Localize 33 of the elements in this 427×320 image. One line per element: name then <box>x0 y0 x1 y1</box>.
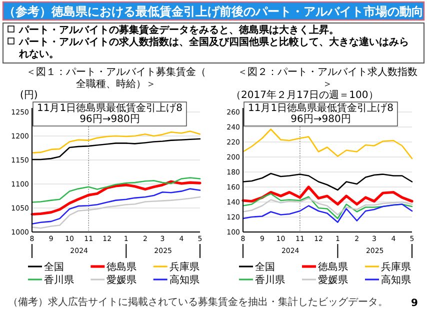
text: 9 <box>411 298 418 309</box>
line-series <box>31 196 201 229</box>
line-series <box>242 198 413 216</box>
legend-label: 高知県 <box>169 274 200 286</box>
legend-label: 香川県 <box>44 274 74 286</box>
legend-label: 愛媛県 <box>318 274 348 286</box>
ref-line-label: 11月1日徳島県最低賃金引上げ896円→980円 <box>37 102 182 125</box>
y-axis-title: (円) <box>20 90 38 101</box>
chart-title: ＜図１：パート・アルバイト募集賃金（全職種、時給）＞ <box>26 66 206 90</box>
y-axis-title: （2017年２月17日の週＝100） <box>231 89 378 101</box>
line-series <box>31 130 201 154</box>
text: パート・アルバイトの求人数指数は、全国及び四国他県と比較して、大きな違いはみられない。 <box>18 36 409 60</box>
text: （備考）求人広告サイトに掲載されている募集賃金を抽出・集計したビッグデータ。 <box>8 296 388 308</box>
legend-label: 香川県 <box>255 274 285 286</box>
chart-title: ＜図２：パート・アルバイト求人数指数＞ <box>238 66 418 90</box>
text: （参考）徳島県における最低賃金引上げ前後のパート・アルバイト市場の動向 <box>4 4 424 18</box>
ref-line-label: 11月1日徳島県最低賃金引上げ896円→980円 <box>248 102 394 125</box>
legend-label: 徳島県 <box>318 261 348 273</box>
line-series <box>242 193 413 220</box>
text: パート・アルバイトの募集賃金データをみると、徳島県は大きく上昇。 <box>18 24 339 36</box>
line-series <box>31 177 201 203</box>
legend-label: 全国 <box>44 261 64 273</box>
line-series <box>242 204 413 223</box>
legend-label: 徳島県 <box>106 261 137 273</box>
line-series <box>30 180 202 216</box>
line-series <box>242 128 413 160</box>
legend-label: 高知県 <box>381 274 411 286</box>
legend-label: 全国 <box>255 261 275 273</box>
line-series <box>31 188 201 224</box>
legend-label: 兵庫県 <box>381 261 411 273</box>
line-series <box>242 186 414 206</box>
legend-label: 兵庫県 <box>169 261 200 273</box>
legend-label: 愛媛県 <box>106 274 137 286</box>
